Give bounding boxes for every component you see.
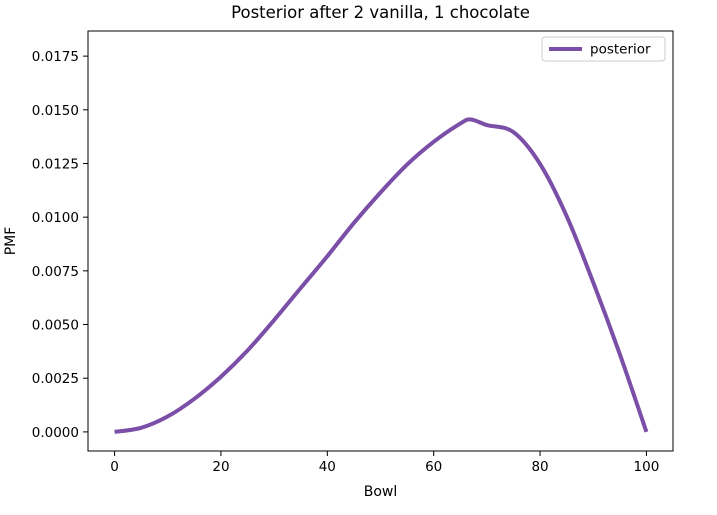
y-tick-label: 0.0075	[32, 264, 79, 280]
x-axis-label: Bowl	[364, 484, 398, 500]
x-tick-label: 80	[531, 459, 548, 475]
y-tick-label: 0.0125	[32, 156, 79, 172]
y-tick-label: 0.0100	[32, 210, 79, 226]
x-tick-label: 0	[110, 459, 119, 475]
legend-box	[541, 36, 666, 62]
y-tick-label: 0.0050	[32, 318, 79, 334]
y-tick-label: 0.0150	[32, 103, 79, 119]
y-tick-label: 0.0025	[32, 371, 79, 387]
y-axis-ticks: 0.0000 0.0025 0.0050 0.0075 0.0100 0.0125 0.01…	[32, 49, 88, 441]
x-tick-label: 40	[319, 459, 336, 475]
series-group	[114, 117, 649, 434]
x-tick-label: 20	[212, 459, 229, 475]
y-axis-label: PMF	[3, 227, 19, 256]
x-axis-ticks: 0 20 40 60 80 100	[110, 451, 659, 475]
plot-area-frame	[87, 30, 674, 452]
legend-label-posterior: posterior	[590, 42, 651, 58]
y-tick-label: 0.0175	[32, 49, 79, 65]
x-tick-label: 100	[634, 459, 660, 475]
y-tick-label: 0.0000	[32, 425, 79, 441]
x-tick-label: 60	[425, 459, 442, 475]
chart-title: Posterior after 2 vanilla, 1 chocolate	[231, 3, 530, 22]
series-line-posterior	[114, 117, 649, 434]
legend: posterior	[541, 36, 666, 62]
